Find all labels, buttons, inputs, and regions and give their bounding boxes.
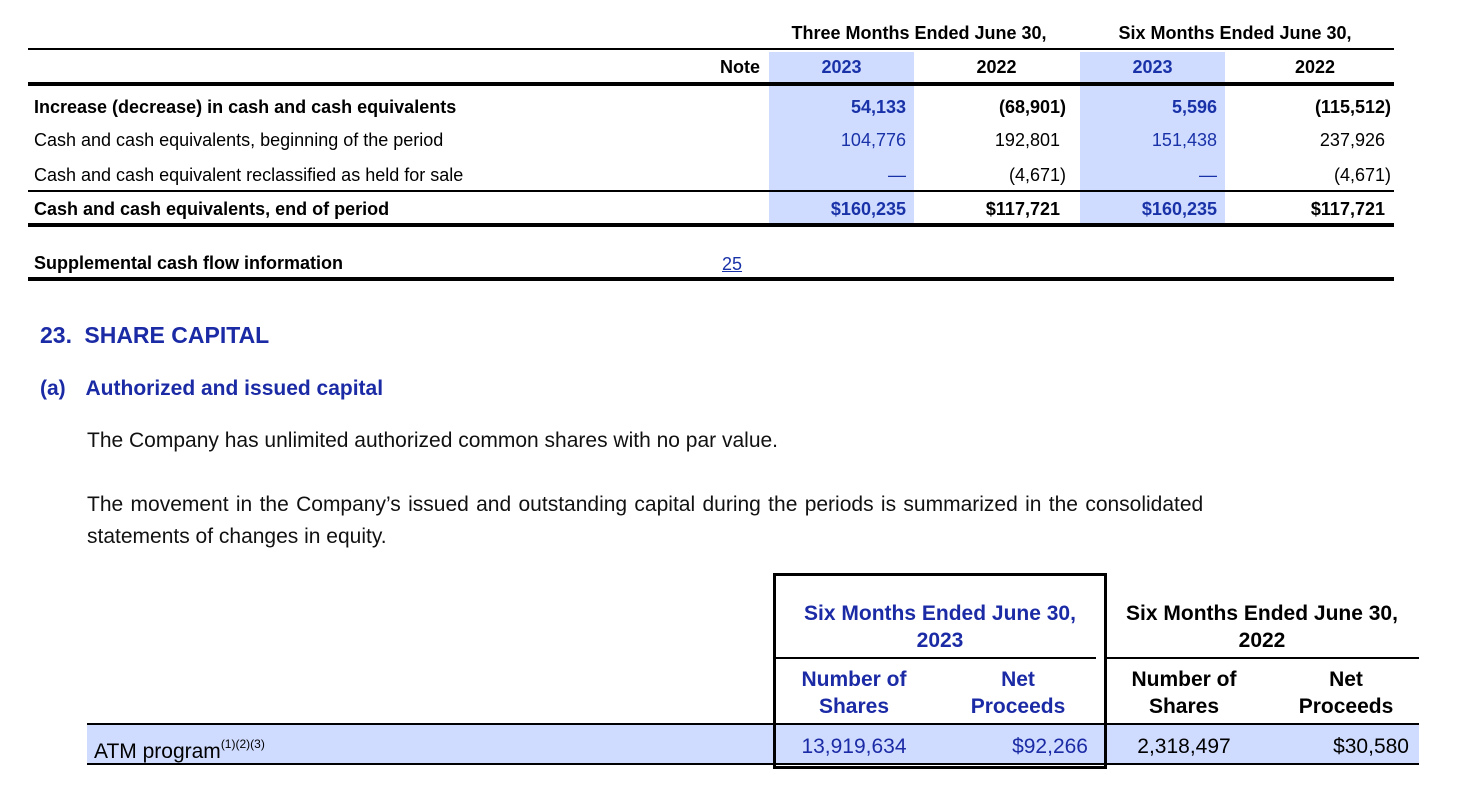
cell-value: (115,512) [1314,97,1391,117]
paragraph-movement-line2: statements of changes in equity. [87,525,387,548]
col-header-shares-2022-line2: Shares [1148,695,1220,718]
row-label: Cash and cash equivalents, end of period [34,199,390,219]
col-header-shares-2023: Number of Shares [776,666,932,720]
total-top-rule [28,190,1394,192]
atm-program-label: ATM program [94,740,221,763]
period-header-2023: Six Months Ended June 30, 2023 [776,600,1104,654]
cell-value: 104,776 [840,130,906,150]
cell-value: 13,919,634 [801,735,907,758]
period-header-2022-line1: Six Months Ended June 30, [1126,602,1398,625]
year-header-three-2023: 2023 [821,57,862,77]
supplemental-label: Supplemental cash flow information [34,253,344,273]
year-header-six-2023: 2023 [1132,57,1173,77]
cell-value: 237,926 [1319,130,1385,150]
period-2023-box [773,573,1107,769]
cell-value: 192,801 [994,130,1060,150]
period-header-2023-line2: 2023 [916,629,964,652]
paragraph-authorized: The Company has unlimited authorized com… [87,429,779,452]
subheader-rule-2023 [776,657,1096,659]
total-bottom-rule [28,223,1394,227]
year-header-six-2022: 2022 [1294,57,1336,77]
col-header-proceeds-2022-line1: Net [1329,668,1363,691]
cell-value: 54,133 [850,97,906,117]
period-header-six-months: Six Months Ended June 30, [1118,23,1352,43]
period-header-2022: Six Months Ended June 30, 2022 [1106,600,1418,654]
period-header-2023-line1: Six Months Ended June 30, [804,602,1076,625]
period-header-2022-line2: 2022 [1238,629,1286,652]
supplemental-bottom-rule [28,277,1394,281]
row-label: Increase (decrease) in cash and cash equ… [34,97,457,117]
cell-value: 2,318,497 [1137,735,1231,758]
atm-footnote-refs: (1)(2)(3) [220,737,265,751]
col-header-proceeds-2022-line2: Proceeds [1298,695,1394,718]
paragraph-movement: The movement in the Company’s issued and… [87,489,1407,553]
subheader-rule-2022 [1106,657,1419,659]
section-title: SHARE CAPITAL [84,322,270,348]
note-column-header: Note [720,57,760,77]
header-bottom-rule [28,82,1394,86]
cell-value: 5,596 [1171,97,1217,117]
cell-value: $117,721 [1310,199,1385,219]
cell-value: $160,235 [830,199,906,219]
subsection-label: (a) [40,377,66,400]
col-header-proceeds-2023-line2: Proceeds [970,695,1066,718]
share-bottom-rule [87,763,1419,765]
cell-value: $92,266 [1012,735,1088,758]
cell-value: 151,438 [1151,130,1217,150]
cell-value: $160,235 [1141,199,1217,219]
atm-row-highlight [87,725,1419,763]
cell-value: — [888,165,906,185]
share-header-bottom-rule [87,723,1419,725]
subsection-heading: (a) Authorized and issued capital [40,377,383,401]
note-reference-link[interactable]: 25 [722,254,743,274]
cell-value: (4,671) [1333,165,1391,185]
cell-value: — [1199,165,1217,185]
table-top-rule [28,48,1394,50]
cell-value: $30,580 [1333,735,1409,758]
year-header-three-2022: 2022 [976,57,1017,77]
row-label: Cash and cash equivalents, beginning of … [34,130,444,150]
col-header-proceeds-2023: Net Proceeds [942,666,1094,720]
paragraph-movement-line1: The movement in the Company’s issued and… [87,493,1204,516]
period-header-three-months: Three Months Ended June 30, [791,23,1047,43]
col-header-shares-2023-line1: Number of [801,668,907,691]
col-header-shares-2022: Number of Shares [1106,666,1262,720]
row-label: Cash and cash equivalent reclassified as… [34,165,464,185]
col-header-shares-2023-line2: Shares [818,695,890,718]
col-header-proceeds-2022: Net Proceeds [1272,666,1420,720]
cell-value: $117,721 [985,199,1060,219]
section-heading: 23. SHARE CAPITAL [40,322,269,349]
cell-value: (4,671) [1008,165,1066,185]
col-header-shares-2022-line1: Number of [1131,668,1237,691]
cell-value: (68,901) [998,97,1066,117]
row-label-atm: ATM program(1)(2)(3) [94,731,265,765]
subsection-title: Authorized and issued capital [85,377,384,400]
col-header-proceeds-2023-line1: Net [1001,668,1035,691]
highlight-col-six-2023 [1080,52,1225,224]
highlight-col-three-2023 [769,52,914,224]
section-number: 23. [40,322,72,348]
